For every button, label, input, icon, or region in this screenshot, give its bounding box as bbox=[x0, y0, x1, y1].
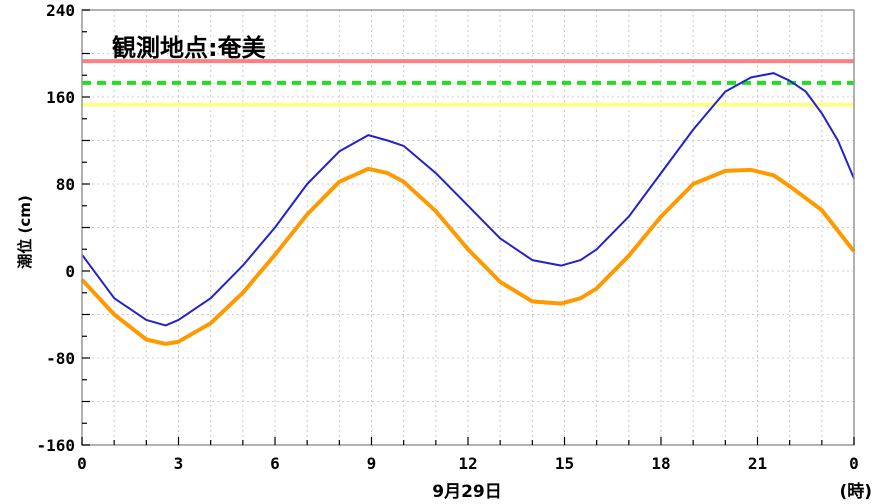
y-tick-label: 240 bbox=[46, 1, 75, 20]
x-tick-label: 0 bbox=[77, 454, 87, 473]
x-tick-label: 6 bbox=[270, 454, 280, 473]
x-tick-label: 15 bbox=[555, 454, 574, 473]
x-axis-ticks: 0 3 6 9 12 15 18 21 0 bbox=[77, 437, 859, 473]
x-tick-label: 0 bbox=[849, 454, 859, 473]
reference-lines bbox=[82, 59, 854, 107]
y-tick-label: 80 bbox=[56, 175, 75, 194]
x-tick-label: 3 bbox=[174, 454, 184, 473]
y-tick-label: 160 bbox=[46, 88, 75, 107]
x-tick-label: 12 bbox=[458, 454, 477, 473]
gridlines bbox=[82, 10, 854, 445]
y-axis-ticks: 240 160 80 0 -80 -160 bbox=[36, 1, 90, 455]
y-tick-label: -80 bbox=[46, 349, 75, 368]
x-tick-label: 21 bbox=[748, 454, 767, 473]
x-axis-unit-label: (時) bbox=[839, 481, 872, 502]
predicted-tide-line bbox=[80, 166, 856, 346]
y-axis-label: 潮位 (cm) bbox=[16, 195, 34, 268]
data-series bbox=[80, 72, 856, 346]
x-tick-label: 18 bbox=[651, 454, 670, 473]
chart-title: 観測地点:奄美 bbox=[112, 34, 266, 62]
observed-tide-line bbox=[81, 72, 855, 327]
y-tick-label: 0 bbox=[65, 262, 75, 281]
y-tick-label: -160 bbox=[36, 436, 75, 455]
date-label: 9月29日 bbox=[432, 482, 502, 502]
x-tick-label: 9 bbox=[367, 454, 377, 473]
